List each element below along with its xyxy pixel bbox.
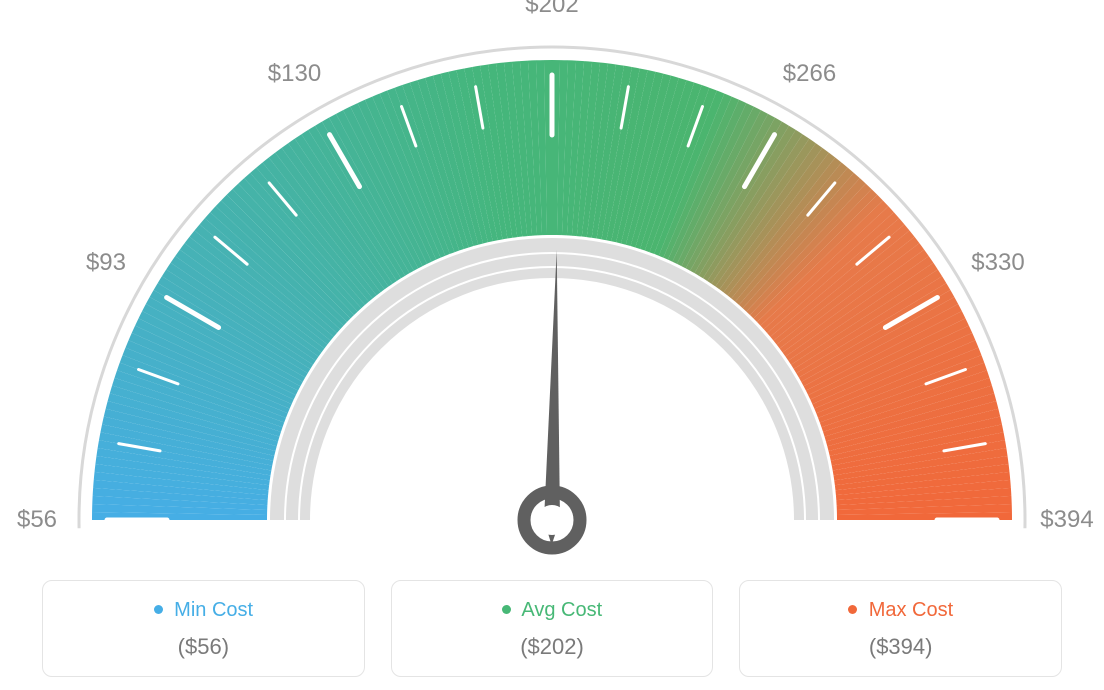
gauge-tick-label: $130 (268, 60, 321, 88)
gauge-tick-label: $202 (525, 0, 578, 19)
card-max-title: Max Cost (750, 599, 1051, 622)
card-max-cost: Max Cost ($394) (739, 580, 1062, 677)
min-cost-label: Min Cost (174, 599, 253, 621)
min-cost-value: ($56) (53, 634, 354, 660)
card-avg-cost: Avg Cost ($202) (391, 580, 714, 677)
avg-cost-value: ($202) (402, 634, 703, 660)
dot-icon (154, 605, 163, 614)
card-min-cost: Min Cost ($56) (42, 580, 365, 677)
max-cost-value: ($394) (750, 634, 1051, 660)
max-cost-label: Max Cost (869, 599, 953, 621)
gauge-svg (0, 0, 1104, 560)
card-min-title: Min Cost (53, 599, 354, 622)
dot-icon (848, 605, 857, 614)
dot-icon (502, 605, 511, 614)
avg-cost-label: Avg Cost (521, 599, 602, 621)
gauge-tick-label: $394 (1040, 506, 1093, 534)
gauge-tick-label: $330 (971, 249, 1024, 277)
gauge-tick-label: $93 (86, 249, 126, 277)
gauge-tick-label: $56 (17, 506, 57, 534)
card-avg-title: Avg Cost (402, 599, 703, 622)
gauge-tick-label: $266 (783, 60, 836, 88)
legend-cards: Min Cost ($56) Avg Cost ($202) Max Cost … (0, 580, 1104, 677)
cost-gauge: $56 $93 $130 $202 $266 $330 $394 (0, 0, 1104, 560)
